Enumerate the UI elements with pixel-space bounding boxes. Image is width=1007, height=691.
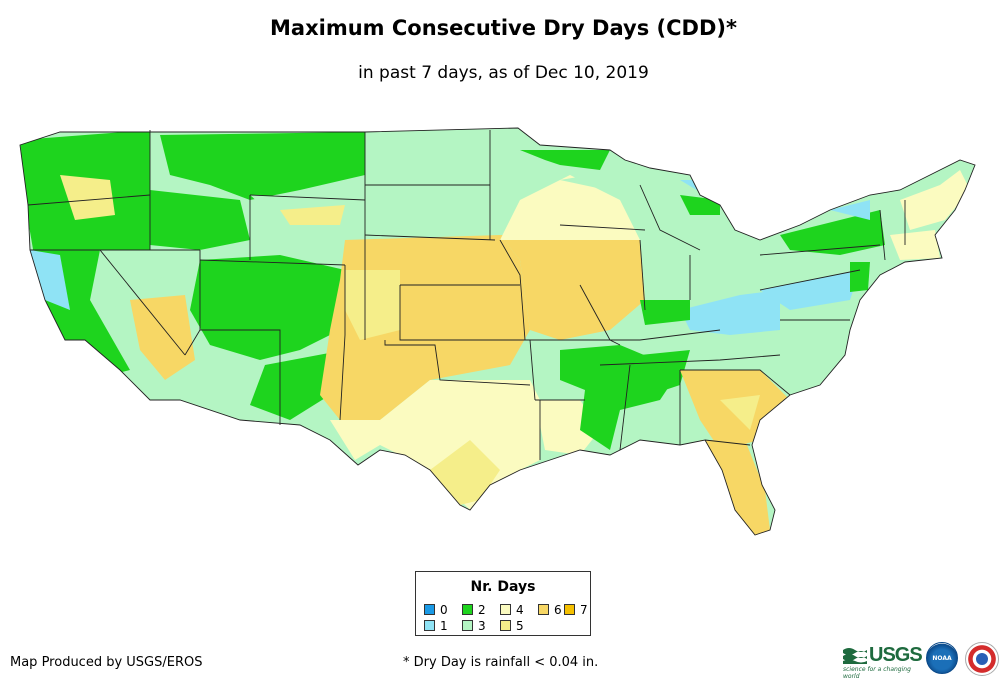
legend-label-3: 3 — [478, 619, 486, 633]
legend-swatch-5 — [500, 620, 511, 631]
legend-item-7: 7 — [564, 603, 604, 617]
legend-label-4: 4 — [516, 603, 524, 617]
legend-swatch-0 — [424, 604, 435, 615]
legend-label-0: 0 — [440, 603, 448, 617]
legend-item-2: 2 — [462, 603, 502, 617]
legend-label-2: 2 — [478, 603, 486, 617]
legend-item-6: 6 — [538, 603, 578, 617]
usgs-tagline: science for a changing world — [843, 666, 911, 680]
legend-label-7: 7 — [580, 603, 588, 617]
legend-swatch-7 — [564, 604, 575, 615]
legend-swatch-1 — [424, 620, 435, 631]
legend-label-1: 1 — [440, 619, 448, 633]
map-title: Maximum Consecutive Dry Days (CDD)* — [270, 16, 737, 40]
nws-emblem-icon — [976, 653, 988, 665]
legend-label-6: 6 — [554, 603, 562, 617]
nws-logo — [965, 642, 999, 676]
legend-swatch-4 — [500, 604, 511, 615]
legend-swatch-3 — [462, 620, 473, 631]
usgs-logo: USGS science for a changing world — [843, 644, 923, 680]
legend-label-5: 5 — [516, 619, 524, 633]
legend-item-0: 0 — [424, 603, 464, 617]
legend-item-1: 1 — [424, 619, 464, 633]
us-dry-days-map — [19, 127, 976, 536]
dry-day-note: * Dry Day is rainfall < 0.04 in. — [403, 655, 599, 670]
noaa-logo: NOAA — [926, 642, 958, 674]
legend-item-5: 5 — [500, 619, 540, 633]
legend-swatch-2 — [462, 604, 473, 615]
legend-item-4: 4 — [500, 603, 540, 617]
map-subtitle: in past 7 days, as of Dec 10, 2019 — [358, 63, 649, 83]
legend-title: Nr. Days — [470, 579, 536, 595]
agency-logos: USGS science for a changing world NOAA — [843, 640, 1003, 680]
noaa-wordmark: NOAA — [932, 655, 952, 662]
legend-item-3: 3 — [462, 619, 502, 633]
usgs-wave-icon — [843, 648, 867, 664]
usgs-wordmark: USGS — [869, 644, 923, 666]
legend-swatch-6 — [538, 604, 549, 615]
legend: Nr. Days 0 1 2 3 4 5 6 — [415, 571, 591, 636]
producer-credit: Map Produced by USGS/EROS — [10, 655, 203, 670]
